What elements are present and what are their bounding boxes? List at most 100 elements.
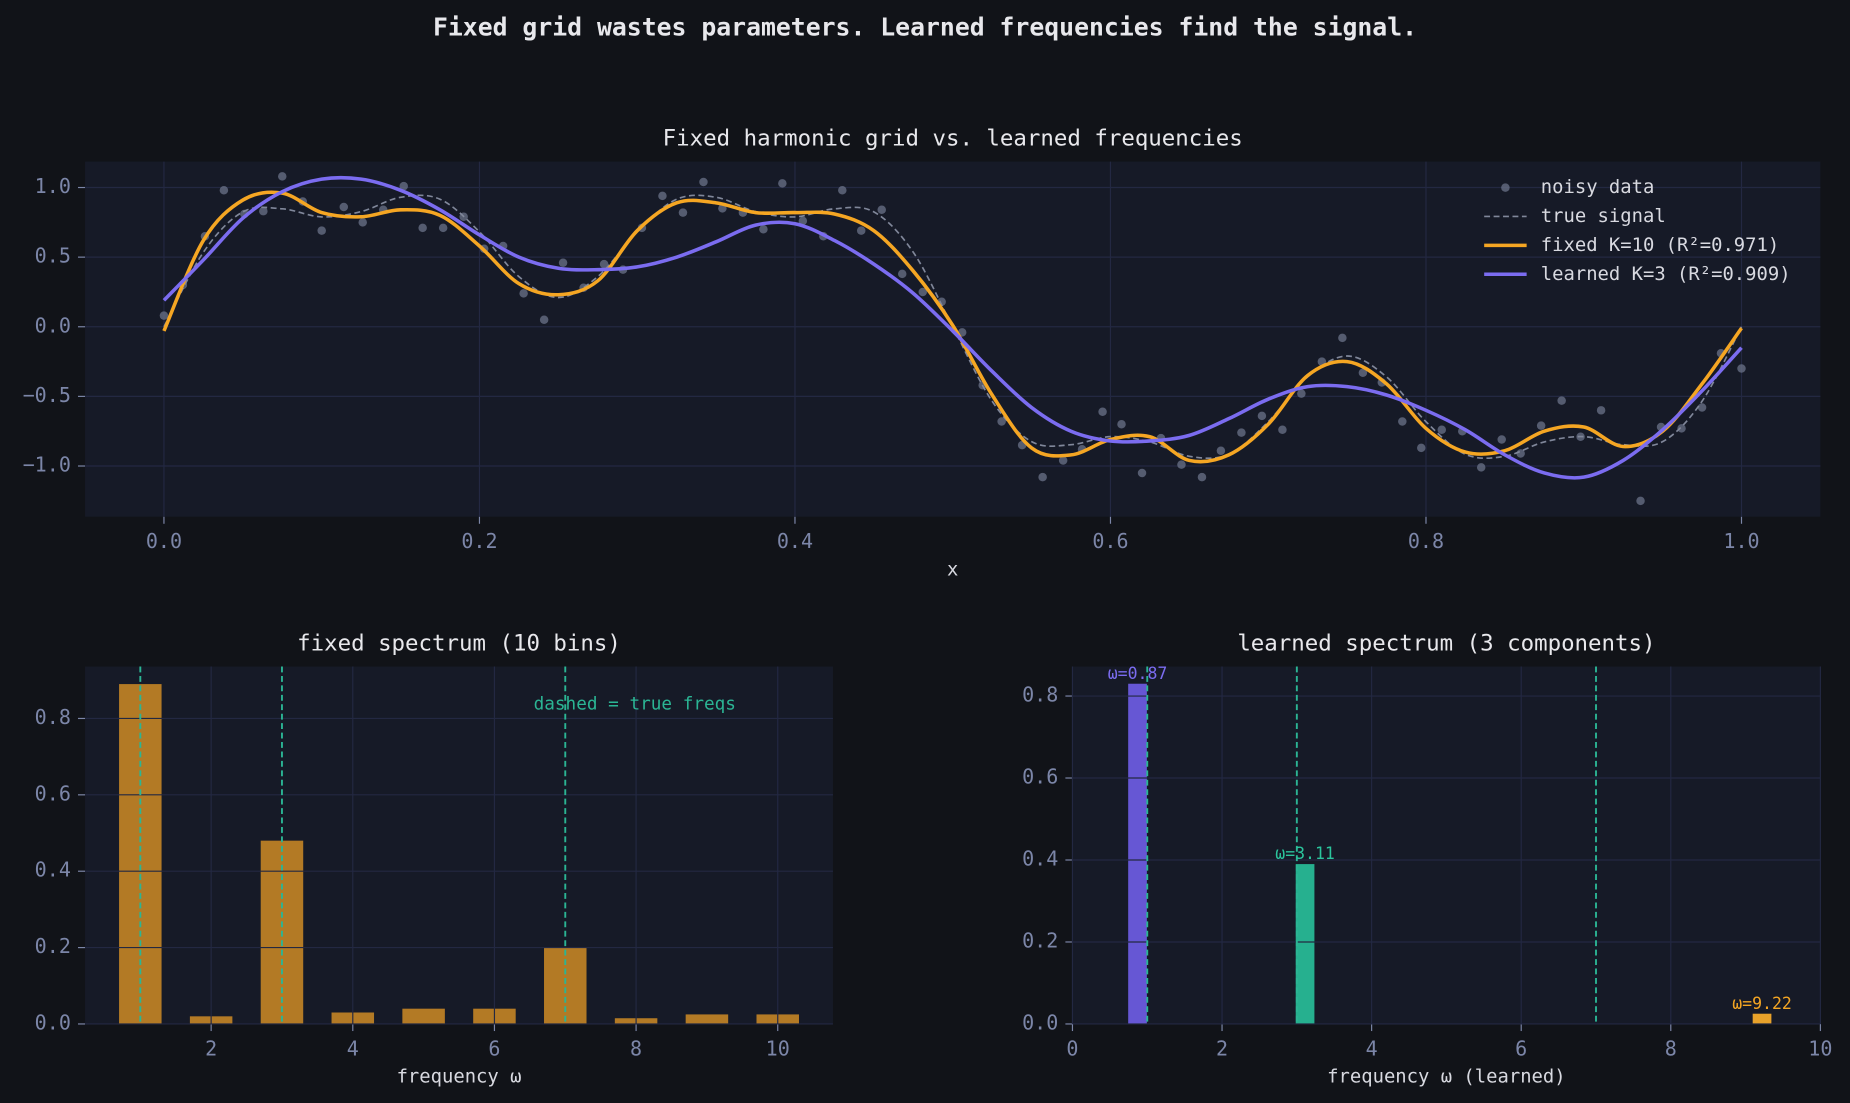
data-point bbox=[997, 417, 1006, 426]
data-point bbox=[1117, 419, 1126, 429]
data-point bbox=[1098, 407, 1107, 416]
data-point bbox=[1216, 446, 1226, 455]
y-tick-label: 0.8 bbox=[35, 705, 71, 729]
figure-title: Fixed grid wastes parameters. Learned fr… bbox=[433, 12, 1417, 41]
x-tick-label: 2 bbox=[205, 1036, 217, 1060]
data-point bbox=[1177, 460, 1186, 469]
data-point bbox=[339, 202, 349, 212]
x-tick-label: 6 bbox=[1515, 1036, 1527, 1060]
chart-title: fixed spectrum (10 bins) bbox=[297, 631, 621, 657]
x-tick-label: 0.0 bbox=[146, 529, 182, 553]
data-point bbox=[699, 177, 708, 187]
data-point bbox=[1596, 406, 1606, 415]
data-point bbox=[1497, 435, 1506, 444]
x-tick-label: 4 bbox=[347, 1036, 359, 1060]
bar-label: ω=9.22 bbox=[1732, 994, 1792, 1013]
data-point bbox=[1338, 333, 1347, 343]
data-point bbox=[1437, 425, 1447, 435]
plot-area bbox=[85, 666, 833, 1024]
chart-title: learned spectrum (3 components) bbox=[1237, 631, 1655, 657]
data-point bbox=[1737, 364, 1746, 373]
y-tick-label: 0.8 bbox=[1022, 683, 1058, 707]
data-point bbox=[759, 225, 768, 234]
x-tick-label: 0.2 bbox=[461, 529, 497, 553]
data-point bbox=[1476, 463, 1486, 472]
data-point bbox=[519, 289, 528, 298]
chart-title: Fixed harmonic grid vs. learned frequenc… bbox=[663, 126, 1243, 152]
data-point bbox=[1257, 411, 1267, 421]
data-point bbox=[558, 258, 568, 267]
series-line bbox=[162, 175, 1743, 480]
x-axis-label: frequency ω (learned) bbox=[1327, 1066, 1565, 1088]
bar-label: ω=0.87 bbox=[1108, 664, 1168, 683]
y-tick-label: 0.2 bbox=[1022, 928, 1058, 952]
x-tick-label: 10 bbox=[1808, 1036, 1832, 1060]
y-tick-label: 0.6 bbox=[35, 781, 71, 805]
data-point bbox=[1278, 425, 1287, 435]
x-tick-label: 10 bbox=[766, 1036, 790, 1060]
data-point bbox=[1358, 368, 1368, 377]
x-tick-label: 0 bbox=[1066, 1036, 1078, 1060]
y-tick-label: 0.6 bbox=[1022, 765, 1058, 789]
bar-label: ω=3.11 bbox=[1275, 844, 1335, 863]
y-tick-label: 0.2 bbox=[35, 934, 71, 958]
legend-marker bbox=[1501, 183, 1510, 192]
data-point bbox=[918, 287, 927, 297]
x-axis-label: x bbox=[947, 558, 958, 580]
bar bbox=[685, 1014, 729, 1024]
y-tick-label: −0.5 bbox=[23, 383, 71, 407]
data-point bbox=[1536, 421, 1546, 430]
data-point bbox=[278, 172, 287, 181]
data-point bbox=[1058, 456, 1068, 465]
data-point bbox=[1197, 472, 1207, 482]
data-point bbox=[778, 179, 787, 188]
x-tick-label: 2 bbox=[1216, 1036, 1228, 1060]
annotation: dashed = true freqs bbox=[534, 694, 736, 714]
data-point bbox=[317, 226, 326, 235]
data-point bbox=[1417, 443, 1426, 453]
data-point bbox=[399, 181, 408, 191]
y-tick-label: 0.4 bbox=[35, 858, 71, 882]
data-point bbox=[1398, 417, 1407, 426]
data-point bbox=[1557, 396, 1566, 405]
x-tick-label: 4 bbox=[1366, 1036, 1378, 1060]
plot-area bbox=[1072, 666, 1821, 1024]
data-point bbox=[1297, 389, 1306, 398]
data-point bbox=[358, 218, 367, 227]
series-line bbox=[162, 190, 1743, 464]
legend-label: true signal bbox=[1541, 205, 1666, 227]
bar bbox=[1752, 1013, 1772, 1024]
y-tick-label: 0.0 bbox=[35, 313, 71, 337]
data-point bbox=[678, 208, 688, 217]
data-point bbox=[1677, 424, 1686, 433]
y-tick-label: 0.5 bbox=[35, 244, 71, 268]
y-tick-label: −1.0 bbox=[23, 453, 71, 477]
y-tick-label: 1.0 bbox=[35, 174, 71, 198]
x-tick-label: 0.8 bbox=[1408, 529, 1444, 553]
y-tick-label: 0.0 bbox=[1022, 1010, 1058, 1034]
y-tick-label: 0.4 bbox=[1022, 846, 1058, 870]
x-tick-label: 0.4 bbox=[777, 529, 813, 553]
legend-label: fixed K=10 (R²=0.971) bbox=[1541, 234, 1779, 256]
bar bbox=[402, 1008, 445, 1024]
data-point bbox=[1697, 403, 1707, 412]
data-point bbox=[1516, 449, 1525, 458]
data-point bbox=[658, 191, 667, 201]
data-point bbox=[877, 205, 886, 215]
data-point bbox=[897, 269, 907, 279]
data-point bbox=[1137, 468, 1147, 478]
plot-area bbox=[85, 161, 1821, 517]
legend-label: noisy data bbox=[1541, 176, 1655, 198]
bar bbox=[1295, 864, 1315, 1024]
data-point bbox=[219, 186, 229, 195]
x-tick-label: 8 bbox=[1665, 1036, 1677, 1060]
data-point bbox=[259, 206, 268, 216]
x-axis-label: frequency ω bbox=[397, 1066, 522, 1088]
data-point bbox=[539, 315, 549, 325]
data-point bbox=[856, 226, 866, 235]
x-tick-label: 0.6 bbox=[1092, 529, 1128, 553]
data-point bbox=[1636, 496, 1645, 506]
x-tick-label: 6 bbox=[488, 1036, 500, 1060]
bar bbox=[1128, 683, 1147, 1024]
